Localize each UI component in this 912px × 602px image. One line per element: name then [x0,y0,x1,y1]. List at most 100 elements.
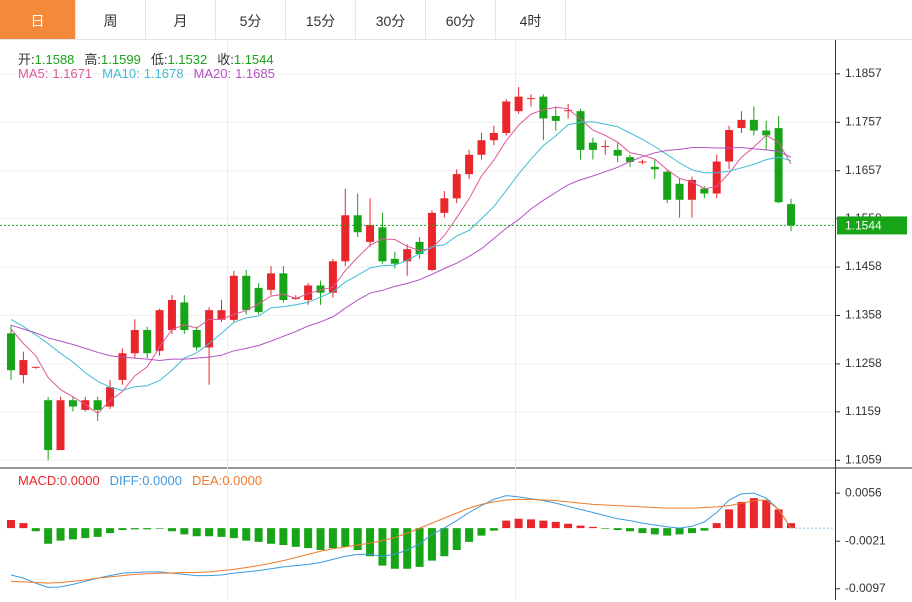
candle-body [527,98,535,100]
macd-bar [254,528,263,542]
period-tab[interactable]: 60分 [426,0,496,39]
macd-bar [242,528,251,541]
period-tab[interactable]: 周 [76,0,146,39]
macd-bar [700,528,709,531]
ohlc-value: 1.1588 [34,52,75,67]
y-tick-label: 1.1657 [845,163,882,177]
macd-bar [304,528,313,549]
candle-body [106,387,115,407]
period-tab[interactable]: 日 [0,0,76,39]
candle-body [192,330,201,348]
macd-bar [217,528,226,537]
candle-body [378,227,387,262]
legend-separator: : [44,66,49,81]
macd-bar [626,528,635,532]
candle-body [279,273,288,300]
candle-body [725,130,734,162]
y-tick-label: 1.1059 [845,452,882,466]
legend-name: MA20 [193,66,228,81]
candle-body [427,212,436,270]
legend-separator: : [227,66,232,81]
macd-bar [316,528,325,550]
macd-bar [440,528,449,557]
macd-bar [44,528,53,544]
legend-value: 0.0000 [222,473,263,488]
candle-body [514,96,523,112]
macd-bar [427,528,436,561]
macd-bar [291,528,300,547]
y-tick-label: 1.1458 [845,259,882,273]
legend-value: 0.0000 [142,473,182,488]
candle-body [613,149,622,156]
candle-body [403,249,412,262]
macd-bar [143,528,152,530]
macd-legend: MACD:0.0000 DIFF:0.0000 DEA:0.0000 [18,473,272,488]
period-tab[interactable]: 月 [146,0,216,39]
macd-bar [465,528,474,542]
ohlc-label: 开 [18,52,32,67]
macd-bar [93,528,102,537]
candle-body [353,215,362,233]
candle-body [626,157,635,163]
macd-bar [130,528,139,530]
macd-bar [489,528,498,531]
candle-body [675,183,684,200]
macd-bar [675,528,684,535]
candle-body [762,130,771,136]
candle-body [118,353,127,380]
legend-separator: : [218,473,223,488]
candle-body [477,140,486,155]
candle-body [564,110,573,112]
candle-body [650,166,659,170]
macd-bar [737,501,746,529]
ohlc-legend: 开:1.1588 高:1.1599 低:1.1532 收:1.1544 [18,49,284,68]
macd-bar [687,528,696,534]
macd-bar [31,528,40,532]
macd-bar [576,525,585,529]
y-tick-label: 1.1159 [845,404,881,418]
macd-bar [328,528,337,549]
legend-value: 1.1678 [143,66,184,81]
candle-body [712,161,721,194]
period-tab[interactable]: 15分 [286,0,356,39]
period-tab[interactable]: 5分 [216,0,286,39]
candle-body [737,119,746,129]
candle-body [229,275,238,320]
period-tab[interactable]: 30分 [356,0,426,39]
period-tabs: 日周月 5分 15分 30分 60分 4时 [0,0,912,40]
macd-bar [663,528,672,536]
macd-bar [415,528,424,567]
period-tab[interactable]: 4时 [496,0,566,39]
macd-bar [167,528,176,532]
candle-body [663,171,672,200]
candle-body [700,188,709,194]
macd-bar [341,528,350,547]
candle-body [390,258,399,264]
ohlc-label: 收 [217,52,231,67]
candle-body [217,310,226,320]
candle-body [551,116,560,121]
ohlc-value: 1.1544 [233,52,274,67]
y-tick-label: -0.0021 [845,533,886,547]
candle-body [452,174,461,199]
macd-bar [390,528,399,569]
macd-bar [205,528,214,537]
candle-body [787,204,795,226]
candle-body [254,287,263,313]
macd-bar [403,528,412,569]
candle-body [576,111,585,150]
current-price-label: 1.1544 [845,219,882,233]
ohlc-label: 低 [150,52,164,67]
macd-bar [564,523,573,529]
macd-bar [192,528,201,537]
candle-body [7,333,15,371]
ohlc-label: 高 [84,52,98,67]
macd-bar [502,520,511,529]
macd-bar [353,528,362,550]
macd-bar [279,528,288,545]
ohlc-value: 1.1599 [101,52,141,67]
candle-body [687,179,696,200]
candle-body [489,132,498,141]
